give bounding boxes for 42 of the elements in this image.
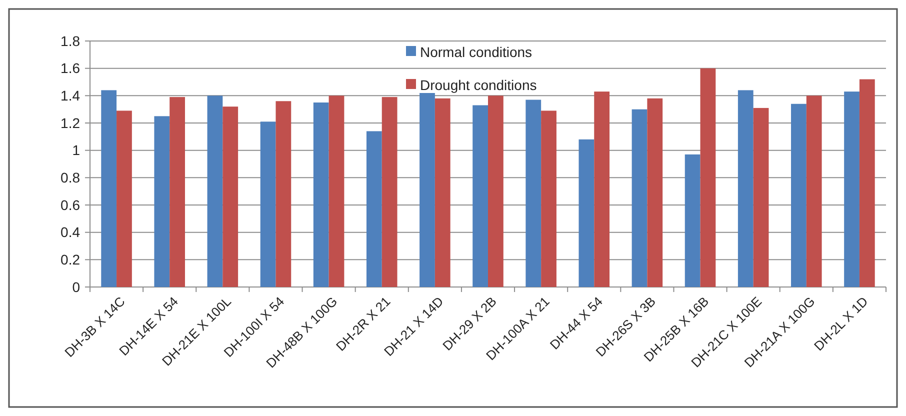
bar xyxy=(578,139,594,287)
bar xyxy=(116,110,132,287)
bar xyxy=(420,92,435,287)
y-tick-label: 1.2 xyxy=(60,114,80,131)
bar xyxy=(328,96,344,287)
bar xyxy=(791,104,806,287)
y-tick-label: 0.2 xyxy=(60,252,80,268)
bar xyxy=(488,96,504,287)
bar xyxy=(700,68,716,287)
bar xyxy=(647,98,663,287)
bar xyxy=(276,101,292,287)
legend-label: Drought conditions xyxy=(420,76,537,93)
y-tick-label: 0 xyxy=(72,278,80,295)
bar xyxy=(313,102,329,287)
y-tick-label: 0.8 xyxy=(60,170,80,186)
bar xyxy=(844,92,860,287)
bar xyxy=(382,97,398,287)
bar xyxy=(170,97,185,287)
bar xyxy=(738,90,754,287)
y-tick-label: 0.6 xyxy=(60,196,80,213)
y-tick-label: 1.4 xyxy=(60,88,80,104)
bar xyxy=(434,98,450,287)
bar xyxy=(753,108,769,287)
bar xyxy=(684,154,700,287)
bar xyxy=(260,122,276,287)
y-tick-label: 1.6 xyxy=(60,60,80,76)
bar xyxy=(526,100,542,287)
y-tick-label: 0.4 xyxy=(60,224,80,240)
bar xyxy=(222,106,238,287)
y-tick-label: 1.8 xyxy=(60,32,80,49)
bar xyxy=(472,105,488,287)
bar xyxy=(101,90,117,287)
bar xyxy=(541,110,556,287)
legend-label: Normal conditions xyxy=(420,44,532,60)
bar xyxy=(207,96,223,287)
bar xyxy=(859,79,875,287)
bar xyxy=(154,116,170,287)
bar xyxy=(806,96,822,287)
bar xyxy=(594,92,610,287)
bar xyxy=(632,109,648,287)
bar xyxy=(366,131,382,287)
y-tick-label: 1 xyxy=(72,142,80,158)
